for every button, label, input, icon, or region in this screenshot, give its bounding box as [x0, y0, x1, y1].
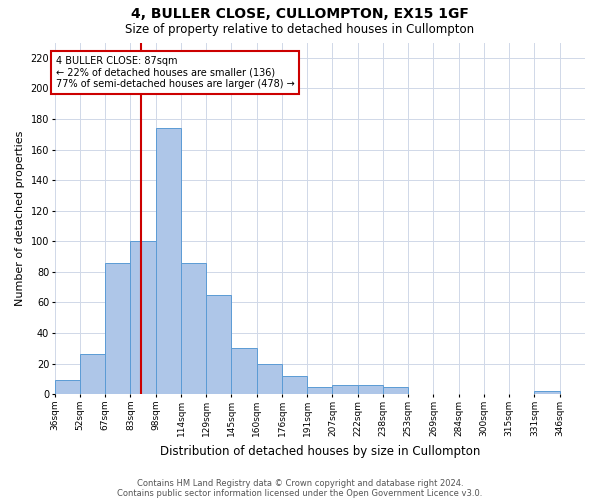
Text: Contains public sector information licensed under the Open Government Licence v3: Contains public sector information licen… [118, 488, 482, 498]
Text: 4, BULLER CLOSE, CULLOMPTON, EX15 1GF: 4, BULLER CLOSE, CULLOMPTON, EX15 1GF [131, 8, 469, 22]
Bar [232, 348, 257, 394]
Bar [383, 386, 408, 394]
Bar [156, 128, 181, 394]
Bar [282, 376, 307, 394]
Bar [332, 385, 358, 394]
Bar [257, 364, 282, 394]
Text: Contains HM Land Registry data © Crown copyright and database right 2024.: Contains HM Land Registry data © Crown c… [137, 478, 463, 488]
Bar [307, 386, 332, 394]
Bar [80, 354, 105, 394]
Bar [55, 380, 80, 394]
Bar [105, 262, 130, 394]
Y-axis label: Number of detached properties: Number of detached properties [15, 130, 25, 306]
Bar [358, 385, 383, 394]
Text: 4 BULLER CLOSE: 87sqm
← 22% of detached houses are smaller (136)
77% of semi-det: 4 BULLER CLOSE: 87sqm ← 22% of detached … [56, 56, 295, 90]
Bar [206, 295, 232, 394]
Bar [535, 391, 560, 394]
Text: Size of property relative to detached houses in Cullompton: Size of property relative to detached ho… [125, 22, 475, 36]
Bar [181, 262, 206, 394]
X-axis label: Distribution of detached houses by size in Cullompton: Distribution of detached houses by size … [160, 444, 480, 458]
Bar [130, 242, 156, 394]
